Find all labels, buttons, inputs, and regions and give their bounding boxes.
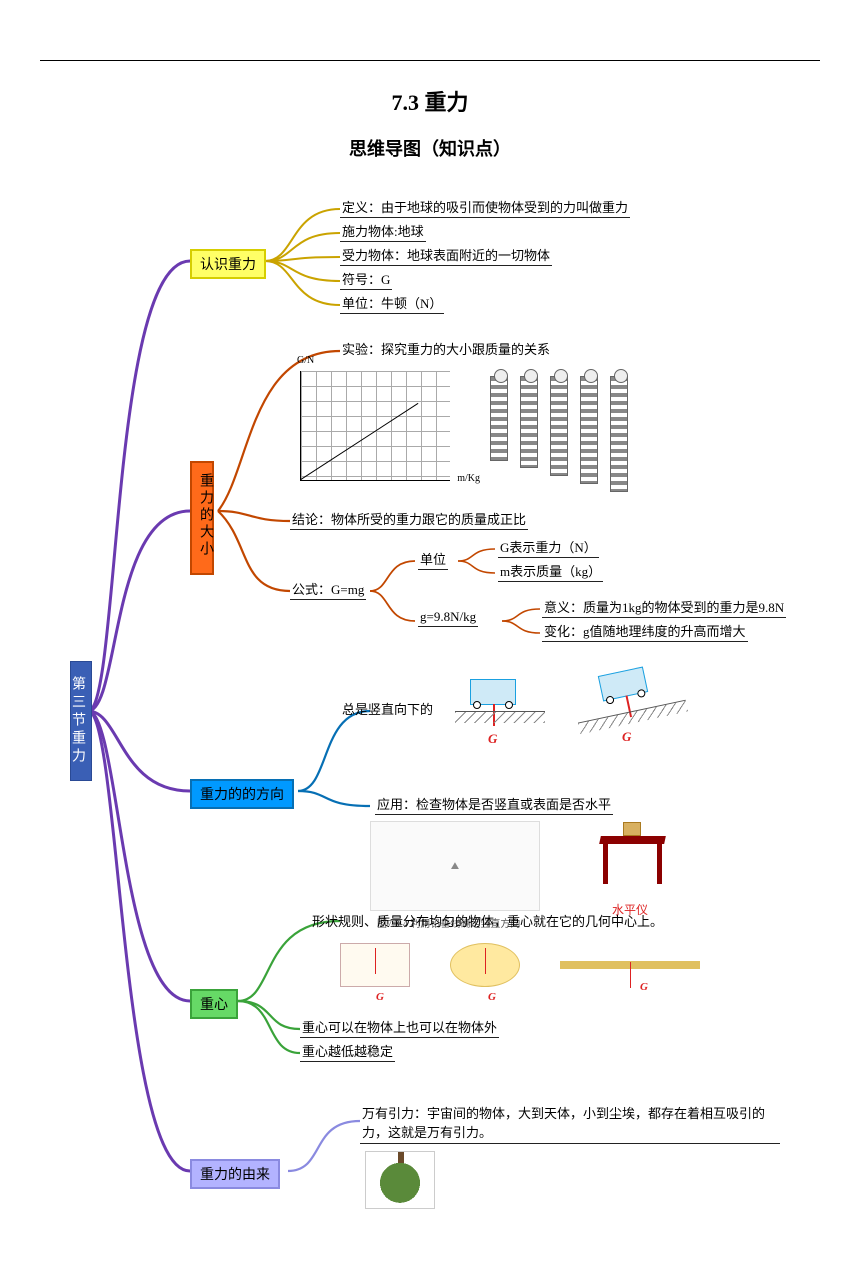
page-subtitle: 思维导图（知识点） bbox=[40, 135, 820, 161]
b2-unit-m: m表示质量（kg） bbox=[498, 561, 603, 582]
b4-stable: 重心越低越稳定 bbox=[300, 1041, 395, 1062]
page-title: 7.3 重力 bbox=[40, 85, 820, 117]
b4-regular: 形状规则、质量分布均匀的物体，重心就在它的几何中心上。 bbox=[310, 911, 665, 930]
b1-leaf-4: 单位：牛顿（N） bbox=[340, 293, 444, 314]
b1-leaf-2: 受力物体：地球表面附近的一切物体 bbox=[340, 245, 552, 266]
branch-origin: 重力的由来 bbox=[190, 1159, 280, 1189]
b5-gravity: 万有引力：宇宙间的物体，大到天体，小到尘埃，都存在着相互吸引的力，这就是万有引力… bbox=[360, 1103, 780, 1144]
b3-always: 总是竖直向下的 bbox=[340, 699, 435, 718]
cog-g2: G bbox=[488, 991, 496, 1003]
ground-slope bbox=[578, 700, 688, 735]
b2-formula: 公式：G=mg bbox=[290, 579, 366, 600]
b2-conclusion: 结论：物体所受的重力跟它的质量成正比 bbox=[290, 509, 528, 530]
g-label-2: G bbox=[622, 729, 631, 745]
spring-scales bbox=[490, 376, 628, 492]
b4-pos: 重心可以在物体上也可以在物体外 bbox=[300, 1017, 499, 1038]
b1-leaf-3: 符号：G bbox=[340, 269, 392, 290]
cog-g3: G bbox=[640, 981, 648, 993]
b2-unit-label: 单位 bbox=[418, 549, 448, 570]
flat-cart bbox=[470, 679, 516, 705]
b2-g-change: 变化：g值随地理纬度的升高而增大 bbox=[542, 621, 748, 642]
slope-cart bbox=[598, 667, 648, 702]
branch-direction: 重力的的方向 bbox=[190, 779, 294, 809]
b1-leaf-1: 施力物体:地球 bbox=[340, 221, 426, 242]
apple-tree-illustration bbox=[365, 1151, 435, 1209]
chart-xlabel: m/Kg bbox=[457, 473, 480, 484]
gm-chart: G/N m/Kg bbox=[300, 371, 450, 481]
b2-g-label: g=9.8N/kg bbox=[418, 609, 478, 627]
plumb-illustration: ⛰︎ bbox=[370, 821, 540, 911]
g-label-1: G bbox=[488, 731, 497, 747]
b2-unit-G: G表示重力（N） bbox=[498, 537, 599, 558]
branch-magnitude-label: 重力的大小 bbox=[195, 473, 215, 558]
ground-flat bbox=[455, 711, 545, 723]
b3-application: 应用：检查物体是否竖直或表面是否水平 bbox=[375, 794, 613, 815]
mindmap-canvas: 第三节重力 认识重力 定义：由于地球的吸引而使物体受到的力叫做重力 施力物体:地… bbox=[40, 191, 820, 1231]
branch-cog: 重心 bbox=[190, 989, 238, 1019]
table-level bbox=[595, 836, 670, 891]
b2-g-meaning: 意义：质量为1kg的物体受到的重力是9.8N bbox=[542, 597, 786, 618]
page-rule bbox=[40, 60, 820, 61]
branch-recognize: 认识重力 bbox=[190, 249, 266, 279]
cog-g1: G bbox=[376, 991, 384, 1003]
branch-magnitude: 重力的大小 bbox=[190, 461, 214, 575]
root-node: 第三节重力 bbox=[70, 661, 92, 781]
chart-ylabel: G/N bbox=[297, 355, 314, 366]
b1-leaf-0: 定义：由于地球的吸引而使物体受到的力叫做重力 bbox=[340, 197, 630, 218]
